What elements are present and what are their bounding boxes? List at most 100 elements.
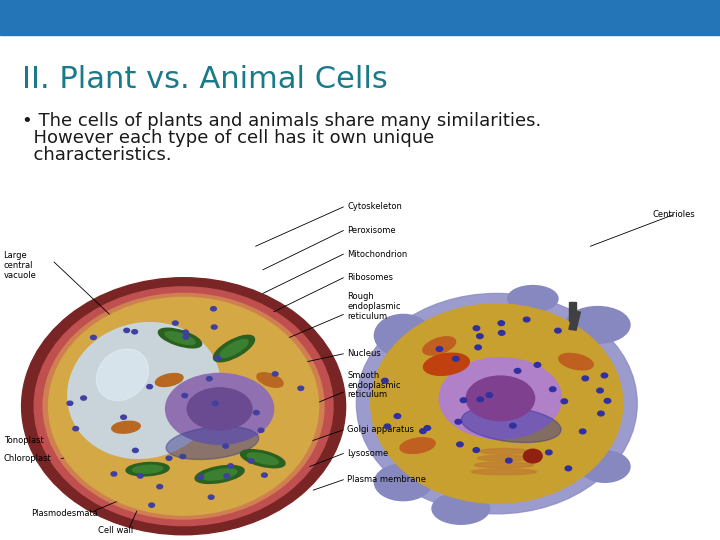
Circle shape (523, 449, 542, 463)
Ellipse shape (132, 465, 163, 473)
Circle shape (208, 495, 214, 500)
Circle shape (173, 321, 179, 325)
Circle shape (554, 328, 561, 333)
Circle shape (604, 399, 611, 403)
Text: Ribosomes: Ribosomes (347, 273, 393, 282)
Ellipse shape (432, 493, 490, 524)
Ellipse shape (165, 332, 195, 345)
Circle shape (121, 415, 127, 419)
Circle shape (166, 456, 172, 460)
Circle shape (523, 317, 530, 322)
Ellipse shape (202, 469, 237, 480)
Circle shape (384, 424, 391, 429)
Circle shape (549, 387, 556, 392)
Ellipse shape (96, 349, 148, 401)
Ellipse shape (126, 462, 169, 476)
Text: Plasma membrane: Plasma membrane (347, 475, 426, 484)
Ellipse shape (22, 278, 346, 535)
Circle shape (198, 475, 204, 479)
Ellipse shape (156, 374, 183, 387)
Circle shape (394, 414, 400, 418)
Ellipse shape (166, 427, 258, 460)
Circle shape (248, 459, 254, 463)
Ellipse shape (68, 323, 220, 458)
Circle shape (453, 356, 459, 361)
Ellipse shape (220, 340, 248, 357)
Circle shape (436, 347, 443, 352)
Circle shape (183, 330, 189, 334)
Circle shape (424, 426, 431, 430)
Circle shape (601, 373, 608, 378)
Circle shape (124, 328, 130, 333)
Circle shape (147, 384, 153, 389)
Ellipse shape (34, 287, 333, 525)
Circle shape (149, 503, 155, 507)
Ellipse shape (423, 353, 469, 375)
Ellipse shape (158, 328, 202, 348)
Ellipse shape (166, 374, 274, 444)
Circle shape (382, 379, 388, 383)
Circle shape (598, 411, 604, 416)
Ellipse shape (112, 421, 140, 433)
Ellipse shape (559, 353, 593, 370)
Text: Centrioles: Centrioles (652, 210, 695, 219)
Bar (0, 0, 720, 35)
Text: Smooth
endoplasmic
reticulum: Smooth endoplasmic reticulum (347, 371, 400, 400)
Ellipse shape (480, 448, 528, 454)
Text: characteristics.: characteristics. (22, 146, 171, 164)
Ellipse shape (462, 407, 561, 443)
Text: II. Plant vs. Animal Cells: II. Plant vs. Animal Cells (22, 65, 388, 94)
Ellipse shape (195, 465, 244, 483)
Circle shape (498, 321, 505, 326)
Circle shape (561, 399, 567, 404)
Ellipse shape (400, 438, 435, 454)
Circle shape (580, 429, 586, 434)
Ellipse shape (423, 337, 456, 355)
Circle shape (73, 427, 78, 431)
Circle shape (498, 330, 505, 335)
Circle shape (111, 472, 117, 476)
Circle shape (261, 473, 267, 477)
Bar (569, 311, 580, 330)
Text: Rough
endoplasmic
reticulum: Rough endoplasmic reticulum (347, 292, 400, 321)
Ellipse shape (472, 469, 536, 475)
Circle shape (505, 458, 512, 463)
Circle shape (224, 474, 230, 478)
Ellipse shape (187, 388, 252, 430)
Circle shape (215, 356, 221, 360)
Text: Peroxisome: Peroxisome (347, 226, 396, 235)
Ellipse shape (439, 357, 562, 439)
Circle shape (456, 442, 463, 447)
Circle shape (477, 334, 483, 339)
Circle shape (455, 420, 462, 424)
Circle shape (253, 410, 259, 415)
Ellipse shape (474, 462, 534, 468)
Circle shape (157, 484, 163, 489)
Circle shape (132, 330, 138, 334)
Circle shape (91, 335, 96, 340)
Text: Nucleus: Nucleus (347, 349, 381, 358)
Ellipse shape (467, 376, 534, 421)
Ellipse shape (257, 373, 283, 387)
Circle shape (132, 448, 138, 453)
Circle shape (222, 444, 228, 448)
Ellipse shape (247, 453, 279, 464)
Circle shape (183, 335, 189, 339)
Ellipse shape (374, 464, 432, 501)
Circle shape (486, 393, 492, 397)
Circle shape (211, 307, 217, 311)
Ellipse shape (477, 455, 531, 461)
Ellipse shape (580, 451, 630, 482)
Text: Plasmodesmata: Plasmodesmata (32, 509, 98, 518)
Circle shape (81, 396, 86, 400)
Text: Lysosome: Lysosome (347, 449, 388, 458)
Ellipse shape (240, 450, 285, 468)
Circle shape (272, 372, 278, 376)
Circle shape (67, 401, 73, 406)
Circle shape (138, 474, 143, 478)
Bar (569, 302, 576, 321)
Circle shape (258, 428, 264, 433)
Circle shape (582, 376, 588, 381)
Text: Tonoplast: Tonoplast (4, 436, 43, 445)
Text: • The cells of plants and animals share many similarities.: • The cells of plants and animals share … (22, 112, 541, 130)
